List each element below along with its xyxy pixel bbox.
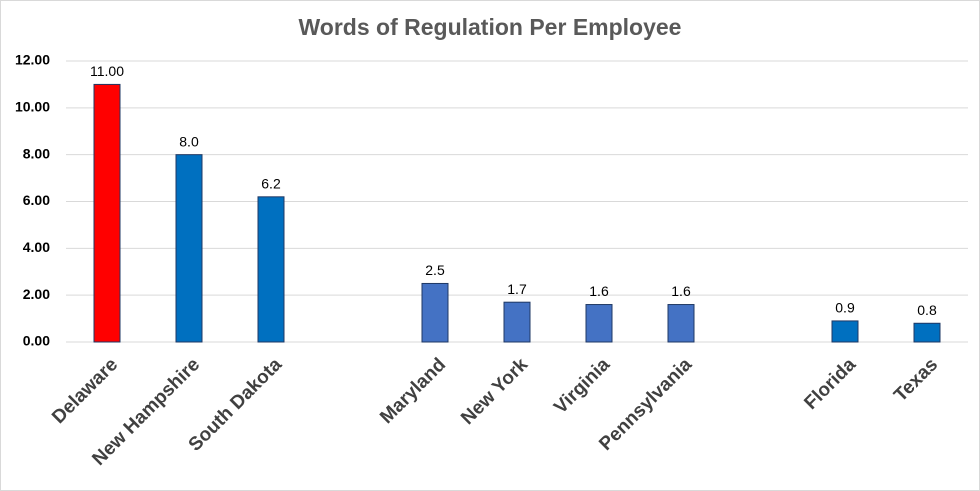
y-tick-label: 10.00 bbox=[15, 99, 50, 115]
y-tick-label: 12.00 bbox=[15, 52, 50, 68]
chart-title: Words of Regulation Per Employee bbox=[299, 14, 682, 40]
y-tick-label: 0.00 bbox=[23, 333, 50, 349]
value-label: 6.2 bbox=[261, 176, 281, 192]
bar bbox=[257, 196, 285, 343]
bar bbox=[421, 282, 449, 343]
y-tick-label: 6.00 bbox=[23, 192, 50, 208]
bar bbox=[667, 304, 695, 343]
bar bbox=[503, 301, 531, 343]
value-label: 0.9 bbox=[835, 300, 855, 316]
bar bbox=[175, 154, 203, 343]
value-label: 2.5 bbox=[425, 262, 445, 278]
y-tick-label: 2.00 bbox=[23, 286, 50, 302]
value-label: 11.00 bbox=[90, 63, 124, 79]
value-label: 1.6 bbox=[589, 283, 609, 299]
bar bbox=[831, 320, 859, 343]
bar bbox=[93, 83, 121, 343]
value-label: 0.8 bbox=[917, 302, 937, 318]
value-label: 1.6 bbox=[671, 283, 691, 299]
bar bbox=[913, 322, 941, 343]
value-label: 8.0 bbox=[179, 133, 199, 149]
value-label: 1.7 bbox=[507, 281, 527, 297]
y-tick-label: 4.00 bbox=[23, 239, 50, 255]
bar bbox=[585, 304, 613, 343]
y-tick-label: 8.00 bbox=[23, 145, 50, 161]
